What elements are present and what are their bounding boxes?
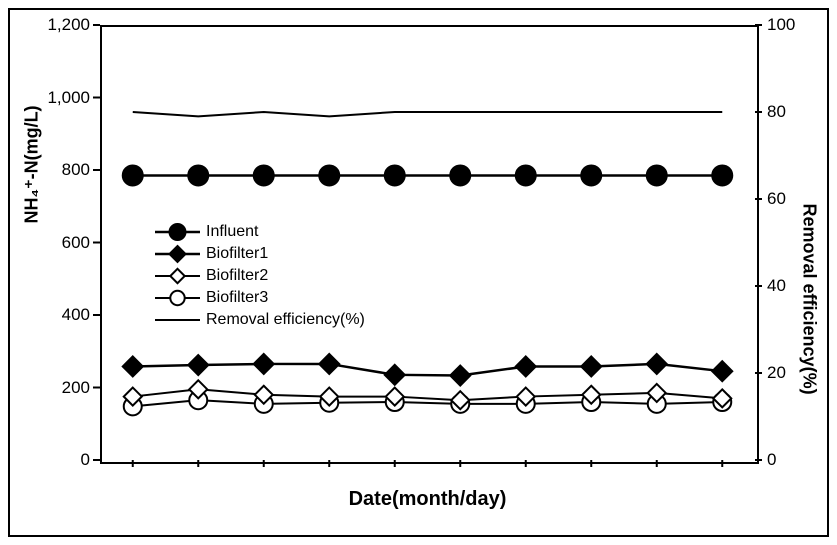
y-right-tick-label: 40 [767, 276, 786, 296]
chart-svg [0, 0, 837, 545]
y-right-tick-label: 60 [767, 189, 786, 209]
y-left-tick-label: 400 [62, 305, 90, 325]
y-left-tick-label: 600 [62, 233, 90, 253]
y-left-tick-label: 200 [62, 378, 90, 398]
y-right-tick-label: 100 [767, 15, 795, 35]
y-right-tick-label: 20 [767, 363, 786, 383]
legend-label: Biofilter1 [206, 245, 268, 263]
legend-label: Biofilter2 [206, 267, 268, 285]
x-axis-label: Date(month/day) [100, 488, 755, 511]
legend-item-influent: Influent [155, 222, 365, 242]
y-left-axis-label: NH₄⁺-N(mg/L) [22, 203, 43, 223]
legend-item-removal: Removal efficiency(%) [155, 310, 365, 330]
legend: Influent Biofilter1 Biofilter2 Biofilter3 Re… [155, 222, 365, 332]
legend-item-biofilter1: Biofilter1 [155, 244, 365, 264]
y-right-tick-label: 0 [767, 450, 776, 470]
y-right-axis-label: Removal efficiency(%) [799, 203, 820, 223]
y-left-tick-label: 1,200 [47, 15, 90, 35]
legend-item-biofilter2: Biofilter2 [155, 266, 365, 286]
legend-label: Influent [206, 223, 258, 241]
legend-item-biofilter3: Biofilter3 [155, 288, 365, 308]
chart-container: NH₄⁺-N(mg/L) Removal efficiency(%) Date(… [0, 0, 837, 545]
y-right-tick-label: 80 [767, 102, 786, 122]
legend-label: Biofilter3 [206, 289, 268, 307]
y-left-tick-label: 1,000 [47, 88, 90, 108]
y-left-tick-label: 0 [81, 450, 90, 470]
y-left-tick-label: 800 [62, 160, 90, 180]
legend-label: Removal efficiency(%) [206, 311, 365, 329]
